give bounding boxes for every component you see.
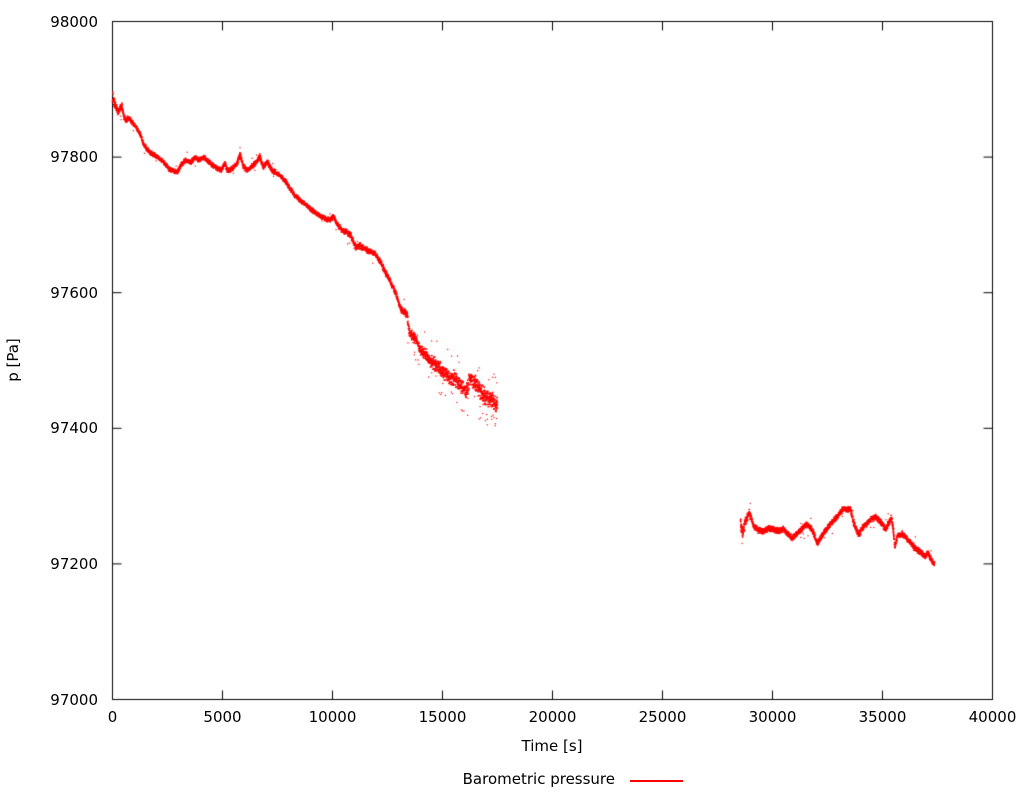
y-axis-title: p [Pa] (4, 338, 22, 382)
y-tick-label: 97200 (50, 554, 98, 573)
x-tick-label: 10000 (308, 708, 357, 726)
y-tick-label: 97000 (50, 690, 98, 709)
legend: Barometric pressure (0, 770, 1024, 794)
x-tick-label: 0 (107, 708, 118, 726)
x-tick-label: 35000 (858, 708, 907, 726)
y-tick-label: 98000 (50, 12, 98, 31)
y-tick-label: 97600 (50, 283, 98, 302)
legend-label: Barometric pressure (462, 770, 615, 788)
x-tick-label: 30000 (748, 708, 797, 726)
x-tick-label: 20000 (528, 708, 577, 726)
x-tick-label: 40000 (968, 708, 1017, 726)
y-tick-label: 97800 (50, 148, 98, 167)
y-tick-label: 97400 (50, 419, 98, 438)
x-tick-label: 5000 (203, 708, 242, 726)
x-axis-title: Time [s] (521, 737, 583, 755)
x-tick-label: 15000 (418, 708, 467, 726)
legend-line-sample (630, 780, 683, 782)
x-tick-label: 25000 (638, 708, 687, 726)
